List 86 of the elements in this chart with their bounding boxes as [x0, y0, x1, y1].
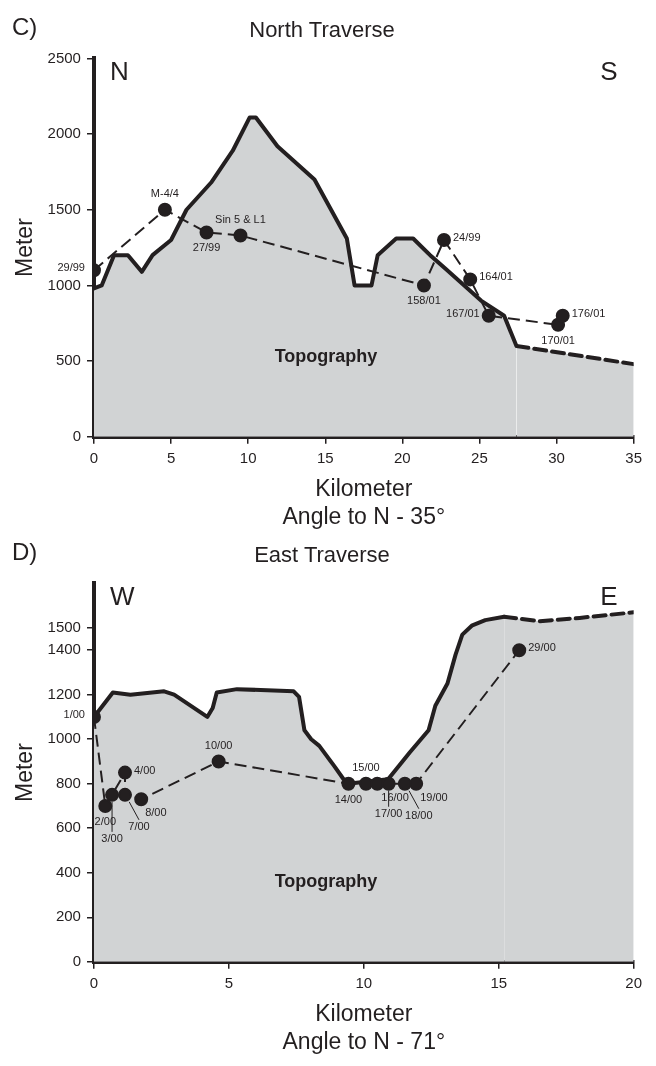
point [118, 787, 132, 802]
y-tick-label: 1500 [47, 199, 81, 217]
annotation: N [109, 55, 129, 86]
point [555, 308, 570, 323]
x-tick-label: 5 [166, 448, 176, 466]
annotation: Topography [274, 871, 378, 892]
annotation: 2/00 [94, 815, 117, 828]
x-tick-label: 25 [471, 448, 488, 466]
point [98, 798, 113, 813]
y-tick-label: 2500 [47, 48, 81, 66]
y-tick-label: 0 [72, 951, 81, 969]
x-tick-label: 0 [89, 973, 99, 991]
annotation: 29/00 [528, 641, 556, 654]
x-tick-label: 15 [490, 973, 508, 991]
point [358, 776, 373, 791]
annotation: 27/99 [192, 241, 221, 254]
y-tick-label: 0 [72, 426, 81, 444]
annotation: 170/01 [541, 333, 575, 346]
y-tick-label: 200 [55, 907, 81, 925]
point [157, 202, 172, 217]
point [211, 754, 226, 769]
annotation: M-4/4 [150, 186, 179, 199]
y-tick-label: 600 [55, 818, 81, 836]
y-tick-label: 1500 [47, 618, 81, 636]
chart-title: East Traverse [254, 542, 390, 568]
annotation: 158/01 [407, 294, 441, 307]
annotation: 3/00 [101, 831, 123, 844]
x-tick-label: 5 [224, 973, 234, 991]
point [397, 776, 412, 791]
y-axis-title: Meter [11, 217, 38, 277]
annotation: 167/01 [446, 306, 480, 319]
annotation: 24/99 [452, 231, 481, 244]
y-tick-label: 1000 [47, 729, 81, 747]
annotation: 176/01 [571, 306, 606, 319]
point [118, 765, 132, 780]
y-tick-label: 500 [55, 351, 81, 369]
chart-title: North Traverse [249, 17, 395, 43]
point [341, 776, 356, 791]
annotation: Topography [274, 346, 378, 367]
annotation: 8/00 [145, 806, 167, 819]
annotation: S [600, 55, 618, 86]
annotation: 1/00 [63, 707, 85, 720]
x-tick-label: 20 [625, 973, 642, 991]
text: D) [12, 537, 38, 565]
x-tick-label: 0 [89, 448, 99, 466]
x-axis-title: Kilometer Angle to N - 35° [282, 474, 446, 529]
annotation: 4/00 [133, 763, 156, 776]
annotation: 7/00 [128, 819, 150, 832]
annotation: E [600, 580, 618, 611]
text: C) [12, 12, 38, 40]
annotation: W [109, 580, 135, 611]
point [134, 792, 149, 807]
annotation: 29/99 [57, 261, 85, 274]
x-axis-title: Kilometer Angle to N - 71° [282, 999, 446, 1054]
point [463, 272, 478, 287]
x-tick-label: 10 [239, 448, 257, 466]
y-tick-label: 1200 [47, 684, 81, 702]
point [381, 776, 396, 791]
x-tick-label: 20 [394, 448, 411, 466]
annotation: 18/00 [405, 808, 433, 821]
y-tick-label: 1400 [47, 640, 81, 658]
point [105, 787, 120, 802]
annotation: 14/00 [334, 792, 363, 805]
y-tick-label: 400 [55, 862, 81, 880]
x-tick-label: 10 [355, 973, 373, 991]
point [199, 225, 214, 240]
y-tick-label: 1000 [47, 275, 81, 293]
point [370, 776, 385, 791]
y-tick-label: 800 [55, 773, 81, 791]
annotation: 15/00 [352, 760, 380, 773]
x-tick-label: 35 [625, 448, 642, 466]
x-tick-label: 15 [316, 448, 334, 466]
point [437, 233, 451, 248]
annotation: 10/00 [204, 738, 233, 751]
point [409, 776, 424, 791]
annotation: 17/00 [374, 806, 403, 819]
y-axis-title: Meter [11, 742, 38, 802]
point [416, 278, 431, 293]
point [512, 643, 527, 658]
point [481, 308, 496, 323]
annotation: Sin 5 & L1 [215, 212, 266, 225]
annotation: 19/00 [420, 790, 448, 803]
point [233, 228, 248, 243]
y-tick-label: 2000 [47, 124, 81, 142]
x-tick-label: 30 [548, 448, 565, 466]
annotation: 164/01 [479, 270, 513, 283]
